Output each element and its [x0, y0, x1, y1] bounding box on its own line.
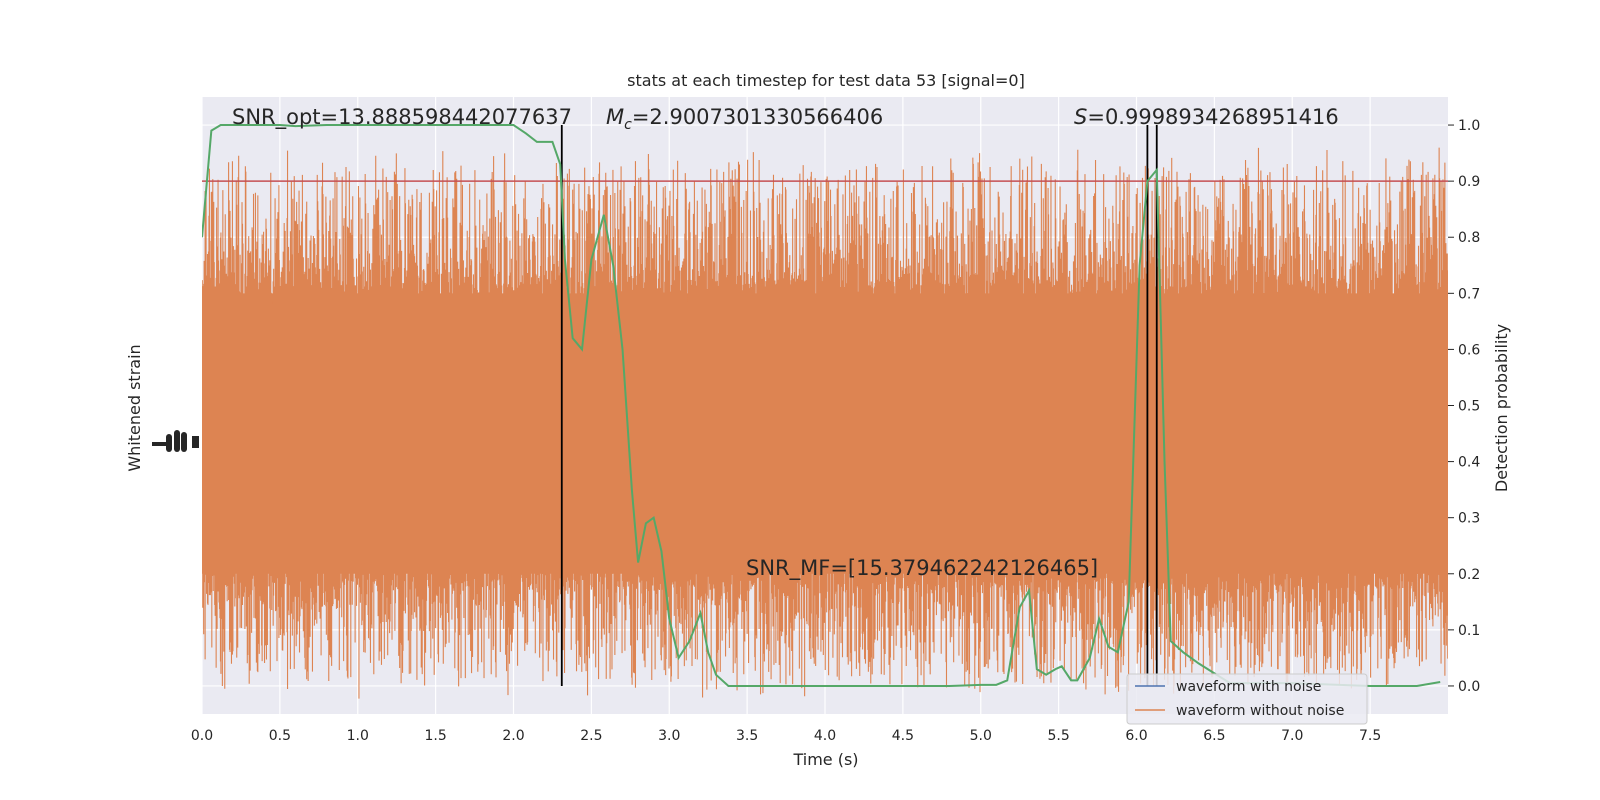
- right-y-tick-label: 0.1: [1458, 623, 1480, 639]
- x-tick-label: 3.5: [736, 728, 758, 744]
- x-tick-label: 4.0: [814, 728, 836, 744]
- detection-probability-line: [202, 124, 1441, 687]
- right-y-tick-label: 1.0: [1458, 118, 1480, 134]
- x-tick-label: 0.0: [191, 728, 213, 744]
- waveform-without-noise-series: [202, 147, 1448, 699]
- left-tick-mark: [166, 434, 172, 452]
- left-tick-mark: [181, 432, 187, 452]
- x-tick-label: 6.5: [1203, 728, 1225, 744]
- legend-label-with-noise: waveform with noise: [1176, 679, 1321, 695]
- snr-opt-annotation: SNR_opt=13.888598442077637: [232, 105, 572, 130]
- x-tick-label: 1.5: [424, 728, 446, 744]
- x-tick-label: 3.0: [658, 728, 680, 744]
- right-y-tick-label: 0.9: [1458, 174, 1480, 190]
- x-axis-ticks: 0.0 0.5 1.0 1.5 2.0 2.5 3.0 3.5 4.0 4.5 5.0 5.5 6.0 6…: [191, 728, 1381, 744]
- x-axis-label: Time (s): [792, 750, 858, 769]
- legend-label-without-noise: waveform without noise: [1176, 703, 1344, 719]
- x-tick-label: 4.5: [892, 728, 914, 744]
- right-y-tick-label: 0.0: [1458, 679, 1480, 695]
- x-tick-label: 6.0: [1125, 728, 1147, 744]
- right-y-tick-label: 0.4: [1458, 455, 1480, 471]
- right-y-tick-label: 0.2: [1458, 567, 1480, 583]
- x-tick-label: 7.5: [1359, 728, 1381, 744]
- left-tick-mark: [152, 442, 166, 446]
- legend-box: [1126, 673, 1368, 725]
- x-tick-label: 7.0: [1281, 728, 1303, 744]
- left-tick-mark: [174, 430, 180, 452]
- x-tick-label: 2.5: [580, 728, 602, 744]
- right-y-axis-ticks: 0.0 0.1 0.2 0.3 0.4 0.5 0.6 0.7 0.8 0.9 1.0: [1448, 118, 1480, 695]
- s-symbol: S: [1074, 105, 1087, 129]
- right-y-tick-label: 0.5: [1458, 399, 1480, 415]
- right-y-axis-label: Detection probability: [1492, 324, 1511, 492]
- right-y-tick-label: 0.6: [1458, 342, 1480, 358]
- legend: waveform with noise waveform without noi…: [1126, 673, 1368, 725]
- x-tick-label: 1.0: [347, 728, 369, 744]
- x-tick-label: 5.0: [970, 728, 992, 744]
- left-tick-mark: [192, 436, 199, 448]
- right-y-tick-label: 0.3: [1458, 511, 1480, 527]
- chirp-mass-value: =2.9007301330566406: [632, 105, 883, 129]
- x-tick-label: 2.0: [502, 728, 524, 744]
- vertical-markers: [560, 125, 1158, 686]
- chirp-mass-subscript: c: [624, 117, 632, 133]
- x-tick-label: 0.5: [269, 728, 291, 744]
- left-y-axis-label: Whitened strain: [125, 344, 144, 471]
- left-axis-ticks: [152, 430, 199, 452]
- chirp-mass-symbol: M: [606, 105, 624, 129]
- s-annotation: S=0.9998934268951416: [1074, 105, 1339, 129]
- right-y-tick-label: 0.8: [1458, 230, 1480, 246]
- s-value: =0.9998934268951416: [1087, 105, 1338, 129]
- chart-title: stats at each timestep for test data 53 …: [627, 71, 1025, 90]
- waveform-trace: [202, 147, 1448, 699]
- snr-mf-annotation: SNR_MF=[15.379462242126465]: [746, 556, 1098, 581]
- right-y-tick-label: 0.7: [1458, 286, 1480, 302]
- chirp-mass-annotation: Mc=2.9007301330566406: [606, 105, 883, 133]
- x-tick-label: 5.5: [1047, 728, 1069, 744]
